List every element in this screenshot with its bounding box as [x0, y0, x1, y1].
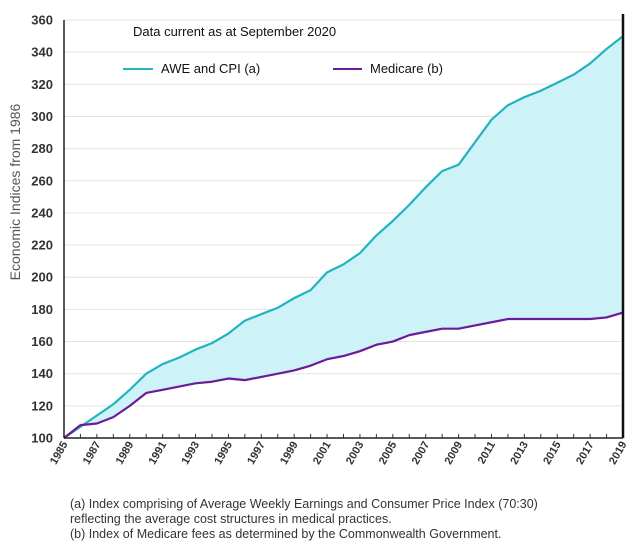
- y-tick-label-300: 300: [31, 109, 53, 124]
- series-lines: [63, 35, 624, 439]
- x-tick-label-2007: 2007: [410, 440, 433, 467]
- y-tick-label-220: 220: [31, 238, 53, 253]
- y-axis-ticks: 100 120 140 160 180 200 220 240 260 280 300 320 340 3…: [31, 13, 53, 446]
- y-tick-label-240: 240: [31, 205, 53, 220]
- x-tick-label-1987: 1987: [81, 440, 104, 467]
- y-tick-label-180: 180: [31, 302, 53, 317]
- y-tick-label-320: 320: [31, 77, 53, 92]
- x-tick-label-1999: 1999: [278, 440, 301, 467]
- x-tick-label-2015: 2015: [541, 440, 564, 467]
- x-tick-label-2009: 2009: [443, 440, 466, 467]
- x-tick-label-2003: 2003: [344, 440, 367, 467]
- data-current-annotation: Data current as at September 2020: [133, 24, 336, 39]
- x-tick-label-1997: 1997: [245, 440, 268, 467]
- x-tick-label-2005: 2005: [377, 440, 400, 467]
- line-chart: 100 120 140 160 180 200 220 240 260 280 300 320 340 3…: [7, 13, 630, 467]
- x-axis-ticks: 1985 1987 1989 1991 1993 1995 1997 1999 2001 2003…: [48, 434, 630, 467]
- y-tick-label-100: 100: [31, 431, 53, 446]
- footnote-a-line1: (a) Index comprising of Average Weekly E…: [70, 497, 538, 511]
- legend-label-awe-cpi: AWE and CPI (a): [161, 61, 260, 76]
- x-tick-label-2013: 2013: [508, 440, 531, 467]
- x-tick-label-2017: 2017: [574, 440, 597, 467]
- footnote-b: (b) Index of Medicare fees as determined…: [70, 527, 502, 541]
- x-tick-label-2019: 2019: [607, 440, 630, 467]
- x-tick-label-1989: 1989: [114, 440, 137, 467]
- series-line-0: [63, 35, 624, 439]
- legend: AWE and CPI (a) Medicare (b): [123, 61, 443, 76]
- y-tick-label-140: 140: [31, 366, 53, 381]
- y-tick-label-360: 360: [31, 13, 53, 28]
- x-tick-label-1993: 1993: [179, 440, 202, 467]
- x-tick-label-1991: 1991: [147, 440, 170, 467]
- y-tick-label-120: 120: [31, 398, 53, 413]
- y-tick-label-200: 200: [31, 270, 53, 285]
- y-tick-label-280: 280: [31, 141, 53, 156]
- x-tick-label-2001: 2001: [311, 440, 334, 467]
- y-axis-label: Economic Indices from 1986: [7, 103, 23, 280]
- legend-label-medicare: Medicare (b): [370, 61, 443, 76]
- y-tick-label-160: 160: [31, 334, 53, 349]
- series-line-1: [63, 311, 624, 439]
- y-tick-label-340: 340: [31, 45, 53, 60]
- x-tick-label-1995: 1995: [212, 440, 235, 467]
- y-tick-label-260: 260: [31, 173, 53, 188]
- footnote-a-line2: reflecting the average cost structures i…: [70, 512, 392, 526]
- x-tick-label-2011: 2011: [476, 440, 498, 467]
- gap-fill-area: [64, 36, 623, 438]
